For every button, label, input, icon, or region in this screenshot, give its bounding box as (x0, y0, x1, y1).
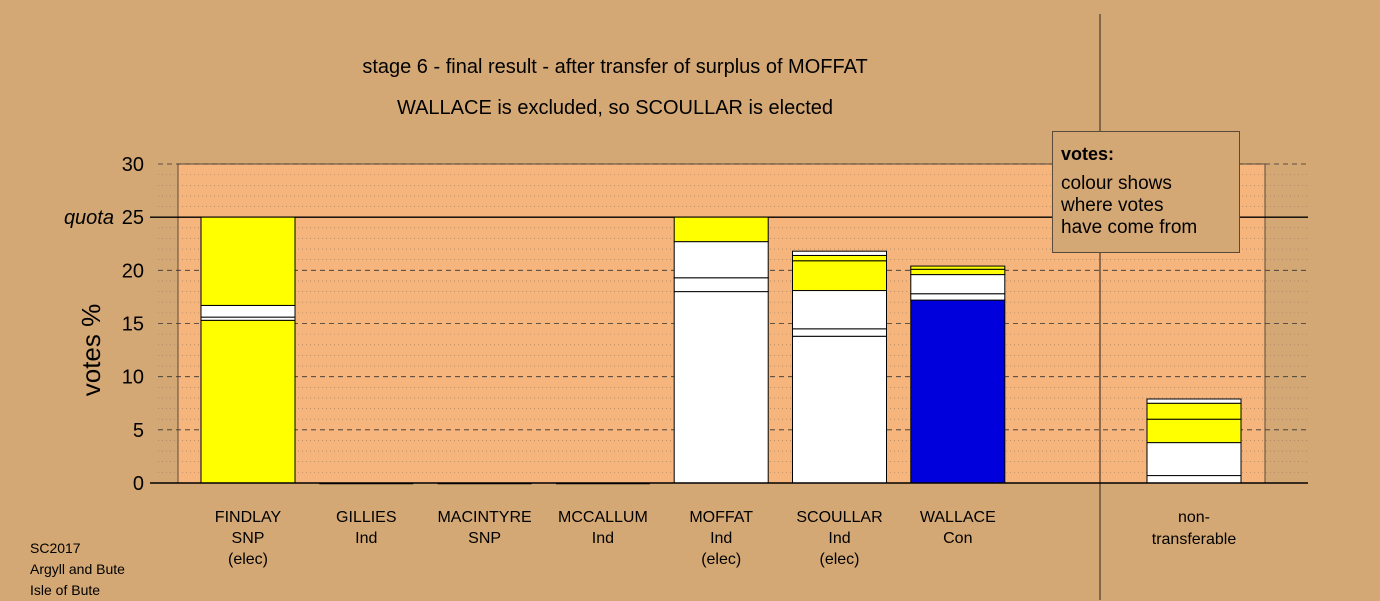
candidate-name-label: SCOULLAR (796, 509, 882, 526)
bar-segment (200, 319, 296, 484)
candidate-party-label: Ind (828, 530, 850, 547)
bar-segment (792, 290, 887, 330)
bar-segment (910, 293, 1006, 301)
candidate-name-label: GILLIES (336, 509, 396, 526)
legend-line-3: have come from (1061, 217, 1198, 238)
nontransferable-label: non- (1178, 509, 1210, 526)
bar-segment (910, 274, 1006, 295)
y-tick-label: 20 (122, 260, 144, 282)
bar-segment (200, 304, 296, 318)
candidate-party-label: Con (943, 530, 972, 547)
footer-council: Argyll and Bute (30, 561, 125, 577)
candidate-party-label: Ind (710, 530, 732, 547)
candidate-name-label: MOFFAT (689, 509, 753, 526)
legend-line-2: where votes (1061, 195, 1164, 216)
y-tick-label: 15 (122, 314, 144, 336)
y-tick-label: 10 (122, 367, 144, 389)
bar-segment (792, 335, 887, 484)
legend-line-1: colour shows (1061, 173, 1172, 194)
nontransferable-segment (1146, 442, 1242, 477)
candidate-party-label: SNP (468, 530, 501, 547)
bar-segment (673, 291, 769, 484)
bar-segment (910, 299, 1006, 484)
candidate-status-label: (elec) (701, 551, 741, 568)
bar-segment (792, 254, 887, 262)
footer-ward: Isle of Bute (30, 582, 101, 598)
bar-segment (792, 260, 887, 292)
y-tick-label: 0 (133, 473, 144, 495)
legend-title: votes: (1061, 144, 1115, 164)
bar-segment (673, 241, 769, 279)
candidate-name-label: FINDLAY (215, 509, 282, 526)
candidate-party-label: Ind (355, 530, 377, 547)
candidate-party-label: SNP (232, 530, 265, 547)
candidate-status-label: (elec) (228, 551, 268, 568)
candidate-name-label: MCCALLUM (558, 509, 648, 526)
candidate-name-label: MACINTYRE (437, 509, 531, 526)
quota-label: quota (64, 207, 114, 229)
chart-subtitle: WALLACE is excluded, so SCOULLAR is elec… (396, 97, 834, 119)
bar-segment (792, 250, 887, 256)
bar-segment (910, 265, 1006, 270)
candidate-name-label: WALLACE (920, 509, 996, 526)
y-tick-label: 25 (122, 207, 144, 229)
bar-segment (673, 277, 769, 293)
y-tick-label: 30 (122, 154, 144, 176)
y-tick-label: 5 (133, 420, 144, 442)
nontransferable-label: transferable (1152, 531, 1237, 548)
candidate-party-label: Ind (592, 530, 614, 547)
nontransferable-segment (1146, 418, 1242, 444)
bar-segment (792, 328, 887, 337)
nontransferable-segment (1146, 398, 1242, 404)
bar-segment (200, 216, 296, 306)
footer-election: SC2017 (30, 540, 81, 556)
candidate-status-label: (elec) (819, 551, 859, 568)
y-axis-label: votes % (76, 304, 106, 397)
chart-title: stage 6 - final result - after transfer … (362, 56, 868, 78)
nontransferable-segment (1146, 475, 1242, 484)
nontransferable-segment (1146, 402, 1242, 420)
legend-box: votes: colour shows where votes have com… (1052, 131, 1240, 253)
bar-segment (910, 268, 1006, 276)
bar-segment (673, 216, 769, 243)
